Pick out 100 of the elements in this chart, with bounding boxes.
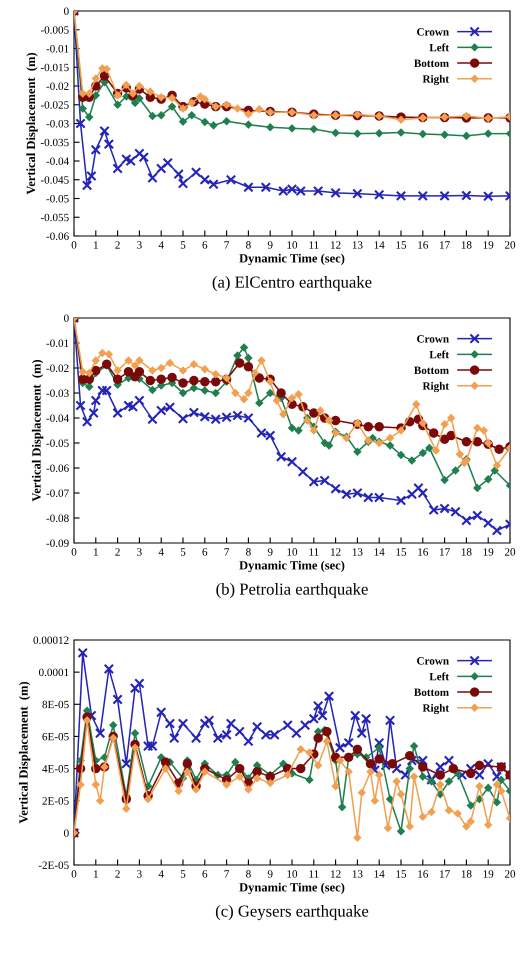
x-axis-title: Dynamic Time (sec): [239, 882, 344, 894]
x-tick-label: 1: [94, 241, 98, 249]
y-tick-label: -0.005: [40, 26, 69, 34]
x-tick-label: 2: [115, 870, 120, 878]
legend-label: Bottom: [414, 366, 449, 374]
x-tick-label: 11: [309, 548, 318, 556]
x-tick-label: 14: [374, 870, 385, 878]
x-tick-label: 10: [287, 870, 298, 878]
y-tick-label: -0.05: [46, 439, 69, 448]
x-tick-label: 12: [331, 870, 341, 878]
y-tick-label: -0.01: [46, 339, 68, 348]
x-tick-label: 4: [158, 548, 164, 556]
legend-label: Crown: [417, 335, 449, 343]
y-tick-label: 0.00012: [33, 636, 69, 644]
legend-label: Right: [422, 382, 450, 392]
x-tick-label: 17: [440, 241, 450, 249]
y-tick-label: -0.025: [40, 101, 69, 109]
x-tick-label: 3: [137, 241, 142, 249]
y-tick-label: -0.04: [46, 157, 69, 166]
y-tick-label: -0.05: [46, 194, 69, 203]
legend-label: Bottom: [414, 60, 449, 68]
x-tick-label: 10: [287, 241, 298, 249]
x-tick-label: 11: [309, 241, 318, 249]
legend-label: Crown: [417, 28, 449, 36]
y-tick-label: -0.04: [46, 414, 69, 422]
x-tick-label: 16: [418, 870, 428, 878]
y-tick-label: 6E-05: [42, 732, 69, 740]
y-tick-label: -0.035: [40, 138, 69, 146]
x-tick-label: 19: [484, 870, 494, 878]
x-tick-label: 9: [268, 241, 273, 249]
x-tick-label: 2: [115, 548, 120, 556]
x-tick-label: 18: [462, 870, 472, 878]
y-axis-title: Vertical Displacement (m): [18, 682, 30, 824]
x-tick-label: 10: [287, 548, 298, 556]
y-tick-label: -0.03: [46, 389, 69, 398]
x-tick-label: 20: [504, 548, 516, 556]
y-tick-label: 0.0001: [39, 668, 68, 676]
y-tick-label: 0: [64, 829, 69, 837]
x-tick-label: 5: [180, 870, 186, 878]
x-tick-label: 5: [180, 548, 186, 556]
y-tick-label: -0.045: [40, 176, 69, 184]
legend-label: Bottom: [414, 688, 449, 696]
x-tick-label: 18: [462, 241, 472, 249]
y-tick-label: -0.03: [46, 120, 69, 128]
x-tick-label: 4: [158, 241, 164, 249]
x-tick-label: 0: [72, 241, 76, 249]
x-tick-label: 9: [268, 548, 273, 556]
x-tick-label: 8: [246, 548, 251, 556]
x-tick-label: 20: [504, 870, 516, 878]
y-axis-title: Vertical Displacement (m): [32, 360, 44, 502]
x-tick-label: 16: [418, 548, 428, 556]
x-tick-label: 16: [418, 241, 428, 249]
x-tick-label: 20: [504, 241, 516, 249]
y-tick-label: 4E-05: [42, 765, 69, 773]
legend-label: Right: [422, 74, 450, 86]
x-tick-label: 18: [462, 548, 472, 556]
x-tick-label: 7: [224, 241, 230, 249]
legend-label: Left: [430, 43, 450, 52]
x-axis-title: Dynamic Time (sec): [239, 560, 344, 572]
legend-label: Left: [430, 672, 450, 680]
x-tick-label: 9: [268, 870, 273, 878]
x-tick-label: 8: [246, 870, 251, 878]
y-tick-label: -0.06: [46, 464, 69, 472]
y-tick-label: -0.055: [40, 214, 69, 222]
x-tick-label: 0: [72, 548, 76, 556]
y-tick-label: -0.09: [46, 539, 69, 548]
x-tick-label: 1: [94, 870, 98, 878]
y-tick-label: -0.01: [46, 44, 68, 53]
y-tick-label: 0: [64, 7, 69, 15]
y-tick-label: -0.02: [46, 364, 69, 372]
text: (b) Petrolia earthquake: [216, 583, 368, 598]
x-tick-label: 7: [224, 870, 230, 878]
y-tick-label: -0.02: [46, 82, 69, 90]
text: (a) ElCentro earthquake: [212, 276, 372, 292]
x-tick-label: 15: [396, 548, 406, 556]
y-axis-title: Vertical Displacement (m): [26, 52, 38, 194]
x-tick-label: 13: [352, 870, 363, 878]
x-tick-label: 17: [440, 870, 450, 878]
legend-label: Left: [430, 350, 450, 358]
x-tick-label: 3: [137, 548, 142, 556]
y-tick-label: 2E-05: [42, 797, 69, 805]
y-tick-label: -2E-05: [38, 861, 69, 869]
y-tick-label: -0.07: [46, 489, 69, 498]
x-tick-label: 0: [72, 870, 76, 878]
x-tick-label: 7: [224, 548, 230, 556]
x-tick-label: 1: [94, 548, 98, 556]
x-tick-label: 13: [352, 241, 363, 249]
x-tick-label: 13: [352, 548, 363, 556]
x-tick-label: 6: [202, 548, 208, 556]
x-tick-label: 14: [374, 548, 385, 556]
x-tick-label: 11: [309, 870, 318, 878]
y-tick-label: -0.015: [40, 64, 69, 72]
x-tick-label: 2: [115, 241, 120, 249]
x-tick-label: 15: [396, 870, 406, 878]
x-tick-label: 15: [396, 241, 406, 249]
x-tick-label: 17: [440, 548, 450, 556]
x-tick-label: 6: [202, 870, 208, 878]
legend-label: Crown: [417, 657, 449, 665]
x-axis-title: Dynamic Time (sec): [239, 254, 344, 266]
y-tick-label: 0: [64, 314, 69, 322]
